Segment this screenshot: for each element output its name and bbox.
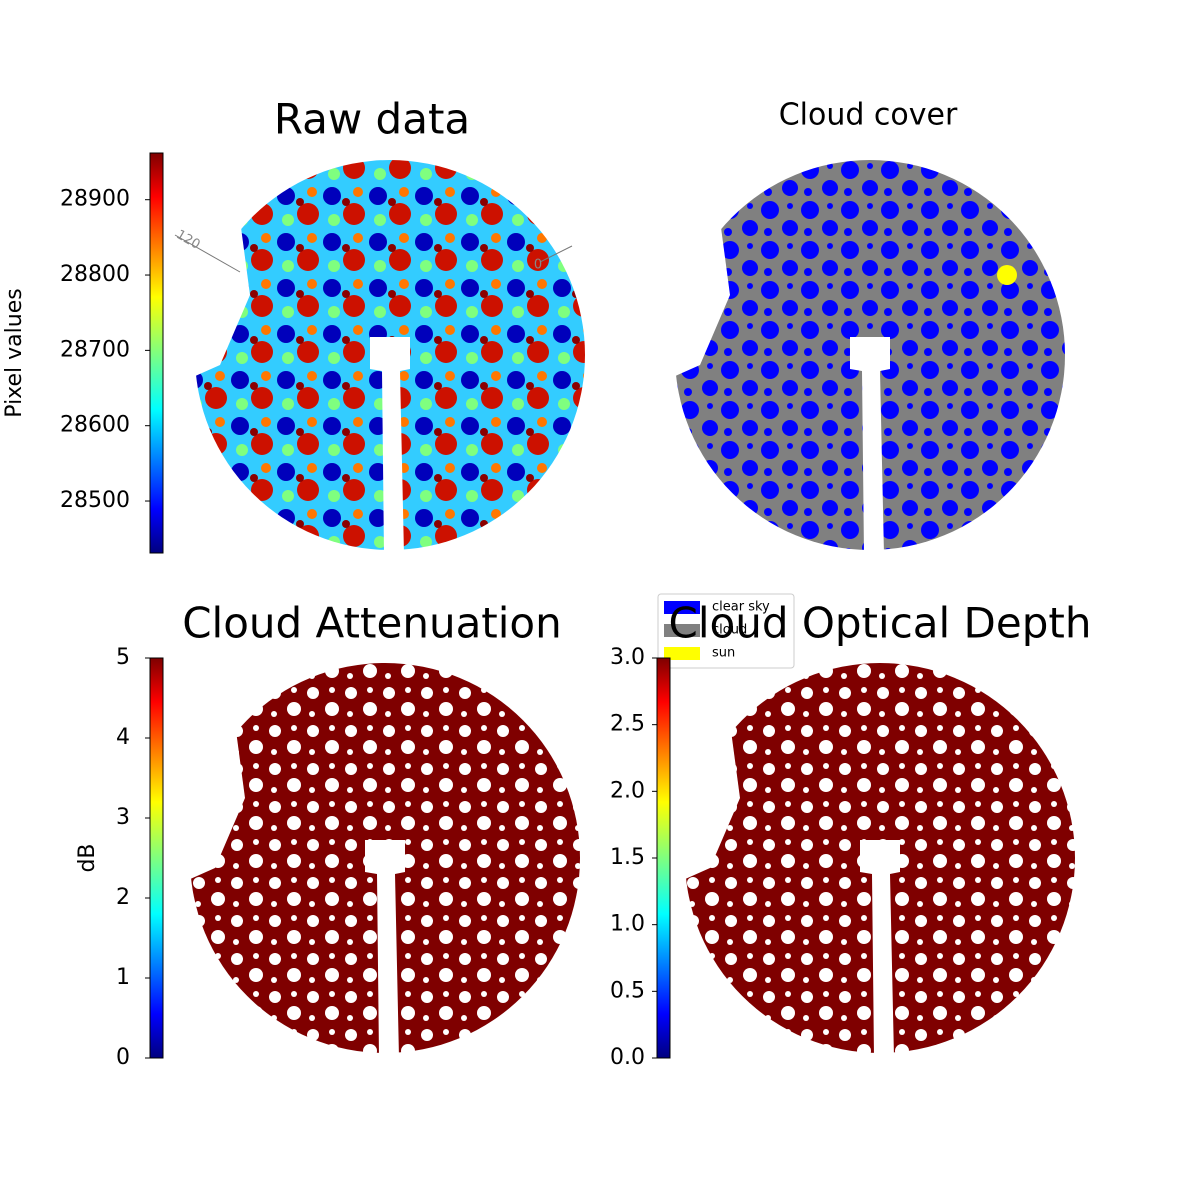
mask-notch bbox=[665, 708, 740, 888]
colorbar-tick-label: 0.5 bbox=[610, 978, 645, 1003]
panel-title: Cloud Attenuation bbox=[182, 599, 562, 648]
colorbar bbox=[149, 152, 164, 554]
colorbar-tick-label: 28800 bbox=[60, 262, 130, 287]
colorbar-tick-label: 2.0 bbox=[610, 778, 645, 803]
colorbar-tick-label: 3.0 bbox=[610, 645, 645, 670]
legend-swatch bbox=[664, 601, 700, 614]
colorbar-tick-label: 0.0 bbox=[610, 1045, 645, 1070]
colorbar-tick-label: 28500 bbox=[60, 488, 130, 513]
colorbar-label: dB bbox=[75, 843, 100, 872]
colorbar-tick-label: 2 bbox=[116, 885, 130, 910]
colorbar-tick-label: 28900 bbox=[60, 187, 130, 212]
azimuth-line bbox=[539, 245, 573, 263]
azimuth-line bbox=[174, 234, 241, 273]
colorbar-label: Pixel values bbox=[2, 288, 27, 417]
mask-slit bbox=[370, 337, 410, 555]
mask-slit bbox=[860, 840, 900, 1058]
mask-slit bbox=[365, 840, 405, 1058]
colorbar-tick-label: 1.0 bbox=[610, 912, 645, 937]
mask-notch bbox=[655, 205, 730, 385]
colorbar-tick-label: 2.5 bbox=[610, 712, 645, 737]
legend-label: cloud bbox=[712, 623, 747, 638]
sun-marker bbox=[997, 265, 1017, 285]
colorbar-tick-label: 3 bbox=[116, 805, 130, 830]
colorbar-tick-label: 4 bbox=[116, 725, 130, 750]
mask-notch bbox=[170, 708, 245, 888]
colorbar-tick-label: 28700 bbox=[60, 337, 130, 362]
legend-label: clear sky bbox=[712, 600, 770, 615]
colorbar bbox=[149, 657, 164, 1059]
colorbar bbox=[656, 657, 671, 1059]
colorbar-tick-label: 1.5 bbox=[610, 845, 645, 870]
mask-notch bbox=[175, 205, 250, 385]
panel-title: Cloud Optical Depth bbox=[669, 599, 1092, 648]
legend-label: sun bbox=[712, 646, 735, 661]
azimuth-label: 0 bbox=[534, 258, 542, 273]
panel-title: Cloud cover bbox=[779, 98, 958, 133]
panel-title: Raw data bbox=[274, 95, 470, 144]
legend-swatch bbox=[664, 647, 700, 660]
colorbar-tick-label: 1 bbox=[116, 965, 130, 990]
colorbar-tick-label: 28600 bbox=[60, 413, 130, 438]
colorbar-tick-label: 0 bbox=[116, 1045, 130, 1070]
mask-slit bbox=[850, 337, 890, 555]
colorbar-tick-label: 5 bbox=[116, 645, 130, 670]
legend-swatch bbox=[664, 624, 700, 637]
